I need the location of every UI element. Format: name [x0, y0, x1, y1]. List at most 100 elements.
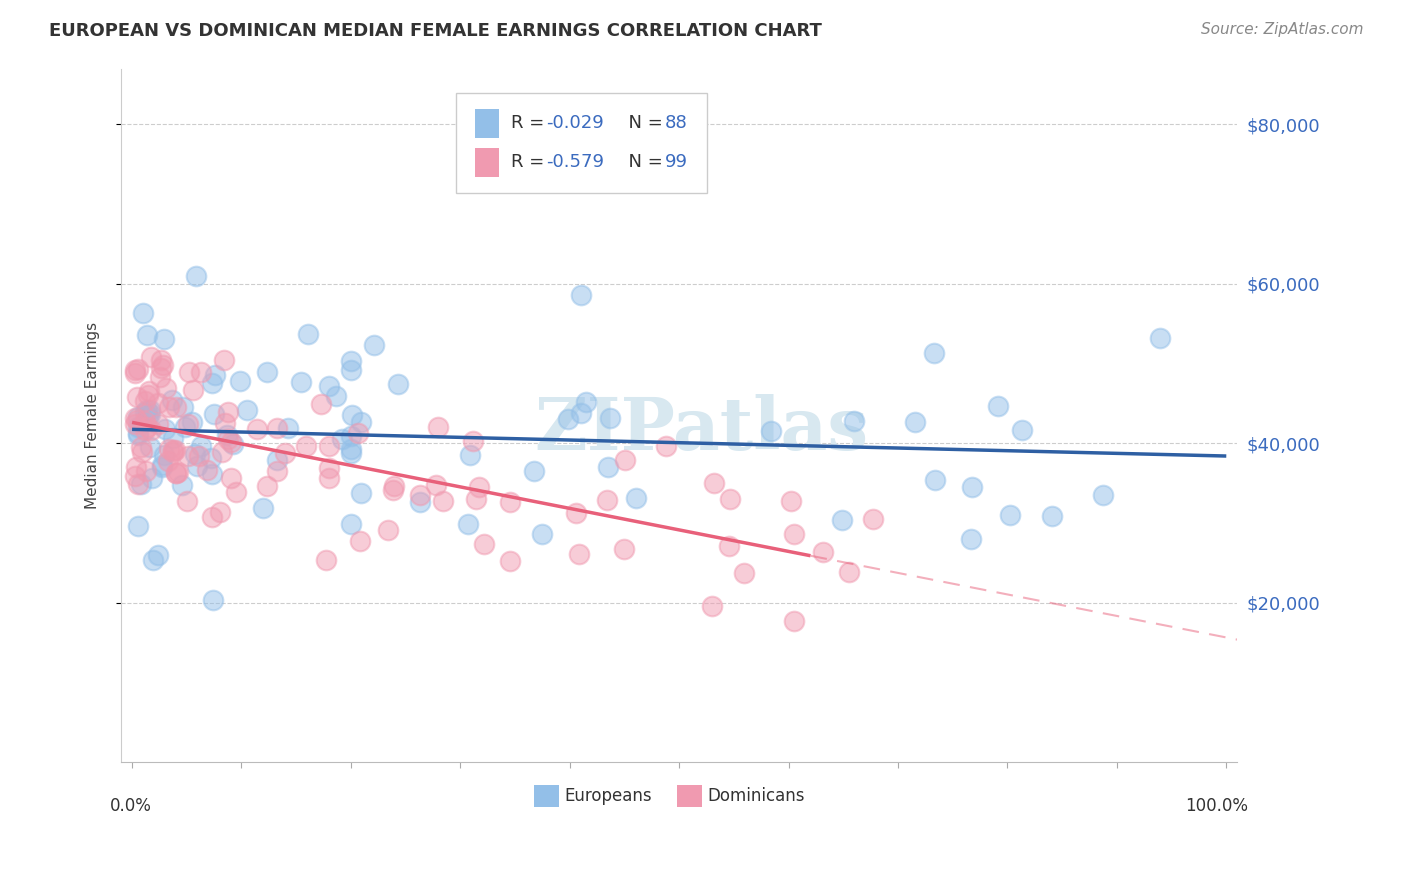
Text: Source: ZipAtlas.com: Source: ZipAtlas.com [1201, 22, 1364, 37]
Text: 99: 99 [665, 153, 688, 171]
Point [217, 428, 239, 442]
Point [811, 544, 834, 558]
Point [236, 403, 259, 417]
Point [252, 501, 274, 516]
Bar [475, 148, 499, 178]
Text: 88: 88 [665, 113, 688, 132]
Point [569, 406, 592, 420]
Point [780, 493, 803, 508]
Point [124, 417, 146, 431]
Point [266, 465, 288, 479]
Point [149, 352, 172, 367]
Point [297, 326, 319, 341]
Point [212, 352, 235, 367]
Point [325, 389, 347, 403]
Point [162, 444, 184, 458]
Point [125, 390, 148, 404]
Point [127, 413, 149, 427]
Point [309, 397, 332, 411]
Point [139, 403, 162, 417]
Text: -0.579: -0.579 [547, 153, 605, 171]
Point [127, 409, 149, 424]
Point [162, 431, 184, 445]
Point [277, 421, 299, 435]
Point [256, 479, 278, 493]
Point [139, 350, 162, 364]
Point [340, 442, 363, 456]
Point [135, 327, 157, 342]
Point [153, 448, 176, 462]
Point [229, 374, 252, 388]
Point [174, 420, 197, 434]
Text: EUROPEAN VS DOMINICAN MEDIAN FEMALE EARNINGS CORRELATION CHART: EUROPEAN VS DOMINICAN MEDIAN FEMALE EARN… [49, 22, 823, 40]
Point [426, 419, 449, 434]
Bar [534, 785, 558, 807]
Point [340, 354, 363, 368]
Point [195, 463, 218, 477]
Point [124, 469, 146, 483]
Point [177, 417, 200, 431]
Point [141, 423, 163, 437]
Point [318, 460, 340, 475]
Point [294, 438, 316, 452]
Point [596, 492, 619, 507]
Point [425, 478, 447, 492]
Point [458, 448, 481, 462]
Point [733, 566, 755, 581]
Point [127, 428, 149, 442]
Point [219, 471, 242, 485]
Point [387, 377, 409, 392]
Point [186, 269, 208, 284]
Point [318, 439, 340, 453]
Point [129, 477, 152, 491]
Point [129, 440, 152, 454]
Point [862, 512, 884, 526]
Point [246, 422, 269, 436]
Point [148, 549, 170, 563]
Point [211, 444, 233, 458]
Text: N =: N = [617, 113, 668, 132]
Point [718, 491, 741, 506]
Point [150, 458, 173, 472]
Bar [475, 109, 499, 138]
Point [165, 401, 187, 415]
Point [222, 436, 245, 450]
Point [124, 366, 146, 380]
Point [217, 433, 239, 447]
Point [160, 393, 183, 408]
Point [569, 288, 592, 302]
Point [225, 484, 247, 499]
Point [960, 479, 983, 493]
Point [135, 419, 157, 434]
Point [146, 417, 169, 432]
Point [831, 513, 853, 527]
Point [340, 446, 363, 460]
FancyBboxPatch shape [456, 93, 707, 194]
Point [340, 408, 363, 422]
Point [499, 495, 522, 509]
Point [1011, 424, 1033, 438]
Point [217, 405, 239, 419]
Point [135, 403, 157, 417]
Point [844, 414, 866, 428]
Point [201, 467, 224, 482]
Point [184, 447, 207, 461]
Point [139, 407, 162, 421]
Text: Europeans: Europeans [564, 788, 652, 805]
Point [127, 362, 149, 376]
Point [274, 446, 297, 460]
Point [176, 493, 198, 508]
Point [349, 533, 371, 548]
Point [960, 532, 983, 546]
Text: R =: R = [510, 153, 550, 171]
Point [315, 553, 337, 567]
Point [135, 464, 157, 478]
Point [124, 411, 146, 425]
Point [166, 465, 188, 479]
Point [170, 477, 193, 491]
Text: R =: R = [510, 113, 550, 132]
Point [340, 429, 363, 443]
Point [626, 491, 648, 506]
Point [127, 420, 149, 434]
Point [1040, 508, 1063, 523]
